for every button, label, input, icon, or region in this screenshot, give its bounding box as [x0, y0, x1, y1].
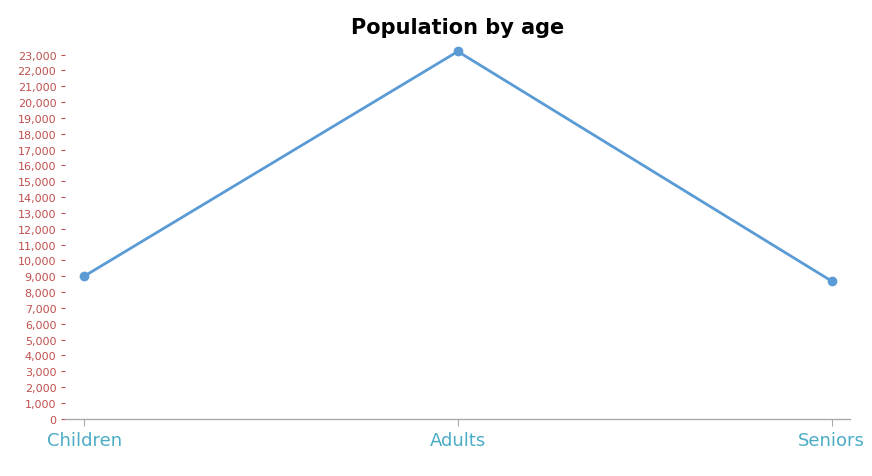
Title: Population by age: Population by age [351, 18, 564, 38]
